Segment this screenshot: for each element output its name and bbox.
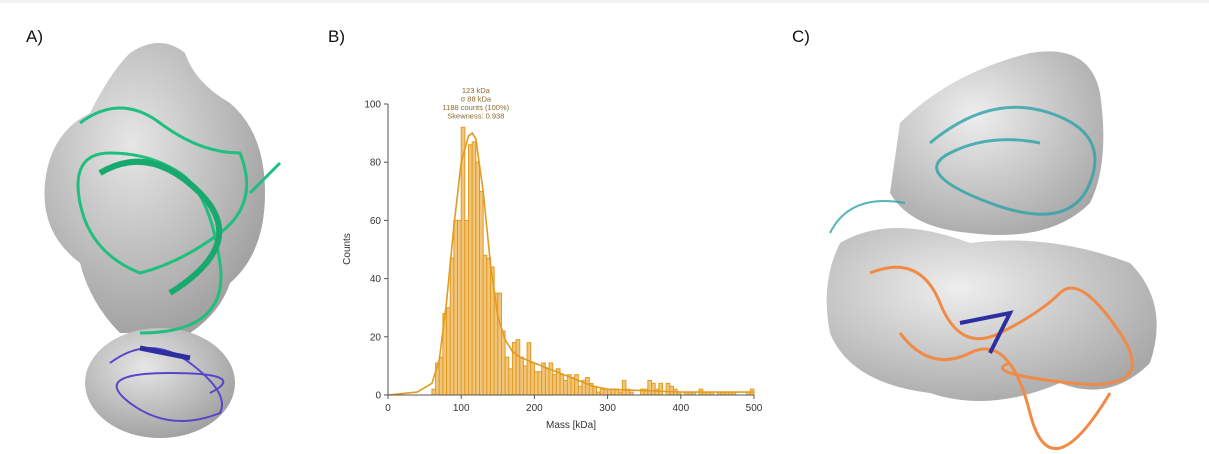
histogram-bar [464, 219, 470, 396]
panel-c-structure-image [826, 51, 1157, 450]
x-tick-label: 100 [453, 403, 470, 414]
histogram-bar [577, 385, 583, 396]
histogram-bar [446, 307, 451, 396]
histogram-bar [460, 126, 466, 396]
histogram-bar [482, 254, 488, 396]
histogram-bar [621, 379, 627, 396]
histogram-bar [522, 365, 528, 396]
histogram-bar [570, 377, 576, 396]
purple-ribbon [109, 345, 225, 422]
histogram-bar [519, 356, 524, 396]
annotation-text: 1188 counts (100%) [443, 103, 510, 112]
x-tick-label: 200 [526, 403, 543, 414]
histogram-bar [479, 190, 484, 396]
x-tick-label: 300 [599, 403, 616, 414]
histogram-bar [544, 368, 550, 396]
panel-b-label: B) [328, 27, 345, 46]
histogram-bar [533, 371, 539, 396]
histogram-bar [449, 257, 455, 396]
histogram-bar [599, 388, 605, 396]
y-tick-label: 40 [370, 274, 382, 285]
histogram-bar [654, 388, 660, 396]
y-tick-label: 60 [370, 216, 382, 227]
histogram-bar [431, 388, 437, 396]
histogram-bar [530, 362, 535, 396]
y-tick-label: 20 [370, 332, 382, 343]
purple-ribbon [959, 310, 1014, 354]
panel-a-structure-image [44, 43, 282, 438]
y-tick-label: 80 [370, 158, 382, 169]
histogram-bar [457, 219, 462, 396]
histogram-bar [497, 292, 502, 396]
orange-ribbon [869, 265, 1134, 450]
histogram-bar [651, 382, 656, 396]
mass-histogram-chart: 0 100 200 300 400 500 0 20 40 60 80 100 Counts Mass… [342, 86, 763, 431]
histogram-bar [537, 371, 543, 396]
x-axis-label: Mass [kDa] [546, 420, 596, 431]
x-tick-label: 400 [672, 403, 689, 414]
histogram-bar [438, 356, 444, 396]
density-map-lower [826, 228, 1157, 401]
histogram-bar [603, 388, 609, 396]
histogram-bar [665, 382, 671, 396]
annotation-text: σ 88 kDa [461, 95, 492, 104]
annotation-text: 123 kDa [462, 86, 491, 95]
y-tick-label: 0 [375, 391, 381, 402]
histogram-bar [468, 144, 473, 396]
histogram-bar [515, 339, 521, 396]
y-tick-label: 100 [364, 100, 381, 111]
teal-ribbon [829, 105, 1097, 234]
histogram-bar [658, 382, 663, 396]
histogram-bar [486, 257, 491, 396]
histogram-bar [647, 379, 653, 396]
histogram-bar [504, 356, 510, 396]
histogram-bar [508, 368, 513, 396]
panel-a-label: A) [26, 27, 43, 46]
histogram-bar [559, 374, 565, 396]
fit-curve [387, 131, 754, 396]
green-ribbon [76, 106, 282, 335]
histogram-bar [453, 219, 459, 396]
x-tick-label: 0 [385, 403, 391, 414]
histogram-bar [669, 385, 674, 396]
histogram-bar [552, 374, 557, 396]
histogram-bar [500, 330, 506, 396]
density-map-upper [890, 51, 1104, 235]
annotation-text: Skewness: 0.938 [447, 112, 504, 121]
histogram-bar [585, 377, 590, 396]
histogram-bar [511, 342, 517, 396]
histogram-bar [548, 362, 554, 396]
histogram-bar [471, 141, 477, 396]
histogram-bar [475, 161, 480, 396]
y-axis-label: Counts [342, 233, 353, 265]
x-tick-label: 500 [746, 403, 763, 414]
panel-c-label: C) [792, 27, 810, 46]
histogram-bar [526, 342, 532, 396]
histogram-bar [574, 374, 579, 396]
histogram-bar [563, 379, 568, 396]
